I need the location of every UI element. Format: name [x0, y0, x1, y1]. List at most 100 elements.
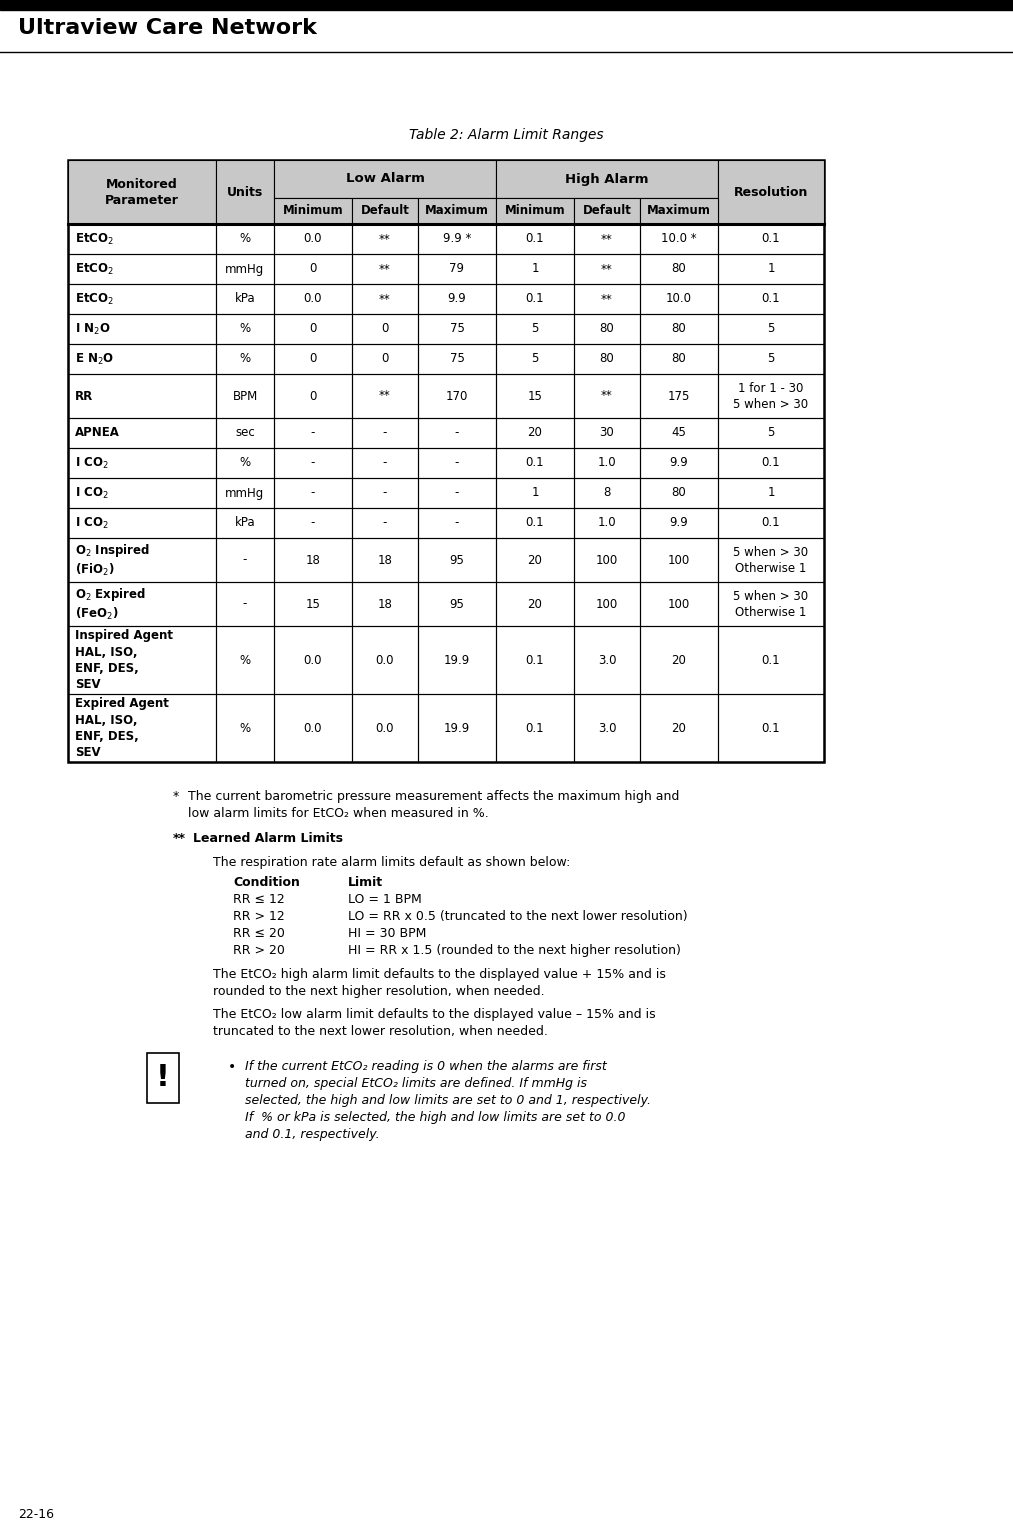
Text: Maximum: Maximum [647, 204, 711, 218]
Text: 0: 0 [381, 352, 389, 366]
Text: 0.1: 0.1 [526, 457, 544, 469]
Bar [352, 479, 418, 507]
Text: 1: 1 [767, 486, 775, 500]
Bar [418, 507, 496, 538]
Text: Condition: Condition [233, 876, 300, 888]
Bar [640, 373, 718, 418]
Bar [496, 693, 574, 762]
Text: 3.0: 3.0 [598, 721, 616, 735]
Text: LO = 1 BPM: LO = 1 BPM [348, 893, 421, 905]
Text: 1: 1 [531, 262, 539, 276]
Text: kPa: kPa [235, 517, 255, 529]
Text: I N$_2$O: I N$_2$O [75, 322, 110, 337]
Text: 100: 100 [668, 597, 690, 611]
Bar [496, 283, 574, 314]
Bar [496, 344, 574, 373]
Text: -: - [455, 457, 459, 469]
Text: 0.1: 0.1 [526, 233, 544, 245]
Bar [418, 255, 496, 283]
Text: -: - [383, 427, 387, 439]
Bar [418, 538, 496, 582]
Bar [68, 538, 216, 582]
Bar [574, 582, 640, 626]
Bar [718, 160, 824, 224]
Text: **: ** [601, 293, 613, 305]
Text: O$_2$ Expired
(FeO$_2$): O$_2$ Expired (FeO$_2$) [75, 585, 146, 622]
Text: APNEA: APNEA [75, 427, 120, 439]
Bar [418, 198, 496, 224]
Text: **: ** [379, 233, 391, 245]
Text: 80: 80 [672, 262, 687, 276]
Bar [718, 507, 824, 538]
Text: %: % [239, 654, 250, 666]
Text: 0.1: 0.1 [762, 457, 780, 469]
Bar [640, 344, 718, 373]
Text: %: % [239, 721, 250, 735]
Bar [418, 283, 496, 314]
Text: 18: 18 [378, 553, 392, 567]
Text: 3.0: 3.0 [598, 654, 616, 666]
Bar [352, 538, 418, 582]
Bar [352, 507, 418, 538]
Bar [216, 344, 274, 373]
Bar [68, 373, 216, 418]
Text: I CO$_2$: I CO$_2$ [75, 486, 108, 500]
Bar [216, 283, 274, 314]
Text: EtCO$_2$: EtCO$_2$ [75, 291, 113, 306]
Bar [640, 582, 718, 626]
Text: 22-16: 22-16 [18, 1509, 54, 1521]
Text: Minimum: Minimum [283, 204, 343, 218]
Text: 19.9: 19.9 [444, 721, 470, 735]
Bar [718, 582, 824, 626]
Bar [352, 198, 418, 224]
Bar [274, 224, 352, 255]
Text: -: - [455, 517, 459, 529]
Text: 15: 15 [306, 597, 320, 611]
Text: I CO$_2$: I CO$_2$ [75, 456, 108, 471]
Text: 5 when > 30
Otherwise 1: 5 when > 30 Otherwise 1 [733, 546, 808, 575]
Bar [496, 224, 574, 255]
Text: Maximum: Maximum [425, 204, 489, 218]
Bar [216, 314, 274, 344]
Text: 20: 20 [672, 654, 687, 666]
Bar [496, 373, 574, 418]
Bar [274, 373, 352, 418]
Bar [274, 626, 352, 693]
Bar [352, 224, 418, 255]
Text: -: - [243, 553, 247, 567]
Bar [274, 255, 352, 283]
Bar [640, 448, 718, 479]
Bar [68, 160, 824, 762]
Bar [640, 693, 718, 762]
Bar [352, 373, 418, 418]
Text: 0.1: 0.1 [526, 517, 544, 529]
Bar [68, 255, 216, 283]
Bar [496, 448, 574, 479]
Bar [68, 283, 216, 314]
Text: 175: 175 [668, 390, 690, 402]
Text: -: - [311, 427, 315, 439]
Bar [216, 373, 274, 418]
Bar [352, 314, 418, 344]
Bar [574, 283, 640, 314]
Bar [68, 344, 216, 373]
Text: Learned Alarm Limits: Learned Alarm Limits [193, 832, 343, 844]
Bar [68, 314, 216, 344]
Bar [496, 314, 574, 344]
Bar [574, 693, 640, 762]
Bar [418, 479, 496, 507]
Bar [640, 224, 718, 255]
Text: 20: 20 [528, 597, 542, 611]
Text: 100: 100 [596, 553, 618, 567]
Text: 0.1: 0.1 [762, 517, 780, 529]
Text: 1 for 1 - 30
5 when > 30: 1 for 1 - 30 5 when > 30 [733, 381, 808, 410]
Text: 10.0 *: 10.0 * [661, 233, 697, 245]
Bar [496, 582, 574, 626]
Bar [718, 314, 824, 344]
Bar [574, 538, 640, 582]
Bar [574, 314, 640, 344]
Bar [718, 538, 824, 582]
Text: 1: 1 [767, 262, 775, 276]
Bar [274, 479, 352, 507]
Text: The EtCO₂ high alarm limit defaults to the displayed value + 15% and is
rounded : The EtCO₂ high alarm limit defaults to t… [213, 968, 666, 998]
